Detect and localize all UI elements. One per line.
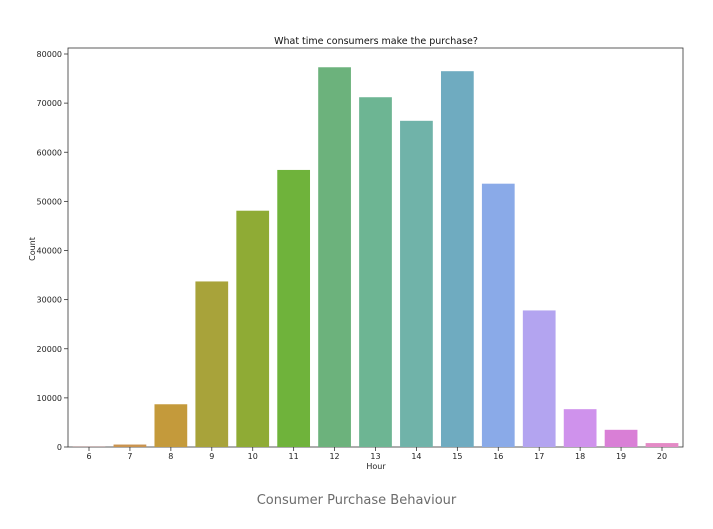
bar-hour-17 bbox=[522, 310, 556, 447]
bar-hour-9 bbox=[195, 281, 229, 447]
x-tick-label: 18 bbox=[575, 452, 585, 461]
x-tick-label: 11 bbox=[289, 452, 299, 461]
y-tick-label: 50000 bbox=[37, 197, 62, 206]
x-tick-label: 12 bbox=[329, 452, 339, 461]
y-axis: 0 10000 20000 30000 40000 50000 60000 70000 8000… bbox=[37, 50, 68, 452]
bar-hour-11 bbox=[277, 169, 311, 447]
bar-hour-14 bbox=[400, 120, 433, 447]
x-tick-label: 16 bbox=[493, 452, 503, 461]
x-tick-label: 8 bbox=[168, 452, 173, 461]
y-tick-label: 30000 bbox=[37, 296, 62, 305]
y-tick-label: 10000 bbox=[37, 394, 62, 403]
x-axis: 6 7 8 9 10 11 12 13 14 15 16 17 18 19 20 bbox=[86, 447, 667, 461]
bar-hour-18 bbox=[563, 409, 597, 447]
x-tick-label: 20 bbox=[657, 452, 667, 461]
x-tick-label: 15 bbox=[452, 452, 462, 461]
x-tick-label: 9 bbox=[209, 452, 214, 461]
x-tick-label: 7 bbox=[127, 452, 132, 461]
bars bbox=[72, 67, 679, 448]
y-tick-label: 60000 bbox=[37, 148, 62, 157]
bar-hour-12 bbox=[318, 67, 351, 448]
bar-hour-7 bbox=[113, 444, 147, 447]
y-axis-label: Count bbox=[28, 237, 37, 261]
y-tick-label: 20000 bbox=[37, 345, 62, 354]
bar-hour-8 bbox=[154, 404, 188, 447]
x-tick-label: 10 bbox=[248, 452, 258, 461]
x-tick-label: 17 bbox=[534, 452, 544, 461]
bar-hour-20 bbox=[645, 443, 679, 447]
bar-hour-13 bbox=[359, 97, 392, 447]
chart-title: What time consumers make the purchase? bbox=[274, 36, 478, 47]
bar-hour-10 bbox=[236, 210, 270, 447]
x-axis-label: Hour bbox=[366, 462, 386, 471]
y-tick-label: 40000 bbox=[37, 247, 62, 256]
y-tick-label: 80000 bbox=[37, 50, 62, 59]
x-tick-label: 14 bbox=[411, 452, 421, 461]
bar-hour-19 bbox=[604, 429, 638, 447]
x-tick-label: 19 bbox=[616, 452, 626, 461]
x-tick-label: 6 bbox=[86, 452, 91, 461]
y-tick-label: 70000 bbox=[37, 99, 62, 108]
figure-caption: Consumer Purchase Behaviour bbox=[256, 493, 457, 508]
bar-hour-15 bbox=[440, 71, 474, 447]
bar-hour-16 bbox=[481, 183, 515, 447]
y-tick-label: 0 bbox=[57, 443, 62, 452]
x-tick-label: 13 bbox=[370, 452, 380, 461]
